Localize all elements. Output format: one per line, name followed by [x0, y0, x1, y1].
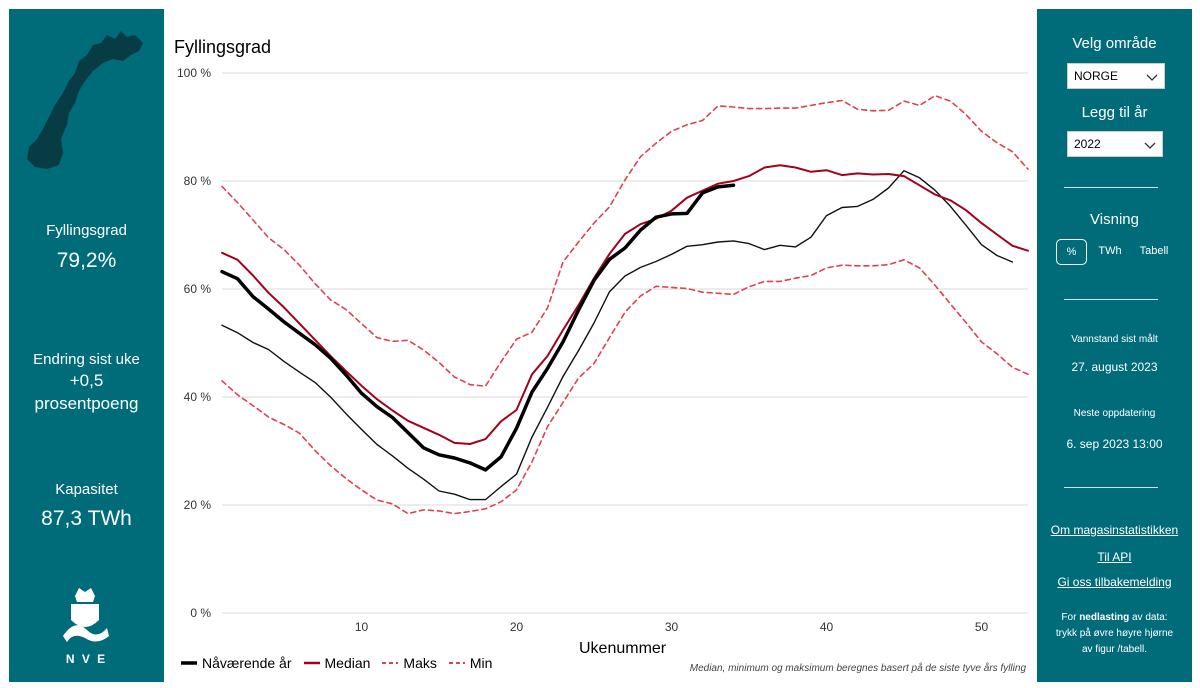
download-note: For nedlasting av data: trykk på øvre hø… [1037, 610, 1192, 658]
chart-footnote: Median, minimum og maksimum beregnes bas… [689, 663, 1026, 674]
legend-swatch-median [303, 661, 320, 665]
series-line-maks [221, 94, 1029, 388]
year-select-value: 2022 [1074, 137, 1101, 151]
view-table-button[interactable]: Tabell [1139, 245, 1169, 257]
legend-label-min: Min [469, 655, 493, 671]
link-about-statistics[interactable]: Om magasinstatistikken [1050, 523, 1179, 537]
series-line-2022 [221, 169, 1014, 501]
view-percent-button[interactable]: % [1056, 239, 1087, 265]
legend-item-min[interactable]: Min [448, 655, 493, 671]
change-value: +0,5 [69, 371, 104, 390]
legend-label-maks: Maks [403, 655, 437, 671]
chart-svg[interactable]: 0 % 20 % 40 % 60 % 80 % 100 % 10 20 30 40 50 [165, 9, 1036, 649]
series-line-median [221, 164, 1029, 445]
capacity-label: Kapasitet [55, 481, 118, 498]
left-panel: Fyllingsgrad 79,2% Endring sist uke +0,5… [9, 9, 164, 682]
fill-label: Fyllingsgrad [46, 222, 127, 239]
link-feedback[interactable]: Gi oss tilbakemelding [1057, 575, 1172, 589]
right-panel: Velg område NORGE Legg til år 2022 Visni… [1037, 9, 1192, 682]
legend-swatch-current [181, 661, 197, 665]
chevron-down-icon [1146, 74, 1158, 81]
y-tick-label: 60 % [184, 282, 212, 296]
x-tick-label: 10 [355, 620, 369, 634]
area-select-value: NORGE [1074, 69, 1119, 83]
measured-label: Vannstand sist målt [1071, 334, 1158, 345]
y-tick-label: 80 % [184, 174, 212, 188]
view-label: Visning [1090, 211, 1139, 228]
series-line-n-v-rende-r [220, 183, 736, 472]
next-update-value: 6. sep 2023 13:00 [1066, 437, 1163, 451]
divider [1064, 487, 1158, 488]
link-api[interactable]: Til API [1097, 550, 1132, 564]
x-axis-label: Ukenummer [579, 640, 667, 657]
legend: Nåværende år Median Maks Min [181, 655, 492, 671]
x-tick-label: 20 [510, 620, 524, 634]
legend-item-current[interactable]: Nåværende år [181, 655, 292, 671]
y-tick-label: 40 % [184, 390, 212, 404]
year-label: Legg til år [1081, 104, 1148, 121]
divider [1064, 187, 1158, 188]
divider [1064, 299, 1158, 300]
series-line-min [221, 259, 1029, 515]
y-tick-label: 100 % [177, 66, 211, 80]
chart-title: Fyllingsgrad [174, 37, 272, 57]
legend-item-median[interactable]: Median [303, 655, 371, 671]
year-select[interactable]: 2022 [1067, 131, 1163, 157]
x-tick-label: 50 [975, 620, 989, 634]
capacity-value: 87,3 TWh [41, 507, 132, 530]
chart-area: Fyllingsgrad 0 % 20 % 40 % 60 % 80 % 100 % 10 2… [165, 9, 1036, 682]
area-label: Velg område [1072, 35, 1157, 52]
legend-swatch-min [448, 662, 465, 664]
legend-swatch-maks [382, 662, 399, 664]
next-update-label: Neste oppdatering [1073, 408, 1156, 419]
legend-label-median: Median [324, 655, 371, 671]
download-note-post: av data: trykk på øvre høyre hjørne av f… [1055, 612, 1174, 655]
x-tick-label: 30 [665, 620, 679, 634]
legend-label-current: Nåværende år [202, 655, 292, 671]
area-select[interactable]: NORGE [1067, 63, 1165, 89]
download-note-pre: For [1061, 612, 1080, 623]
download-note-bold: nedlasting [1079, 612, 1130, 623]
change-label: Endring sist uke [33, 351, 140, 368]
chevron-down-icon [1144, 142, 1156, 149]
nve-logo-text: N V E [65, 652, 108, 666]
change-unit: prosentpoeng [34, 394, 139, 413]
legend-item-maks[interactable]: Maks [382, 655, 437, 671]
norway-map-icon [27, 31, 143, 169]
measured-value: 27. august 2023 [1071, 360, 1158, 374]
view-twh-button[interactable]: TWh [1098, 245, 1122, 257]
fill-value: 79,2% [56, 249, 117, 272]
nve-crest-icon [63, 588, 109, 642]
x-tick-label: 40 [820, 620, 834, 634]
y-tick-label: 0 % [190, 606, 211, 620]
y-tick-label: 20 % [184, 498, 212, 512]
